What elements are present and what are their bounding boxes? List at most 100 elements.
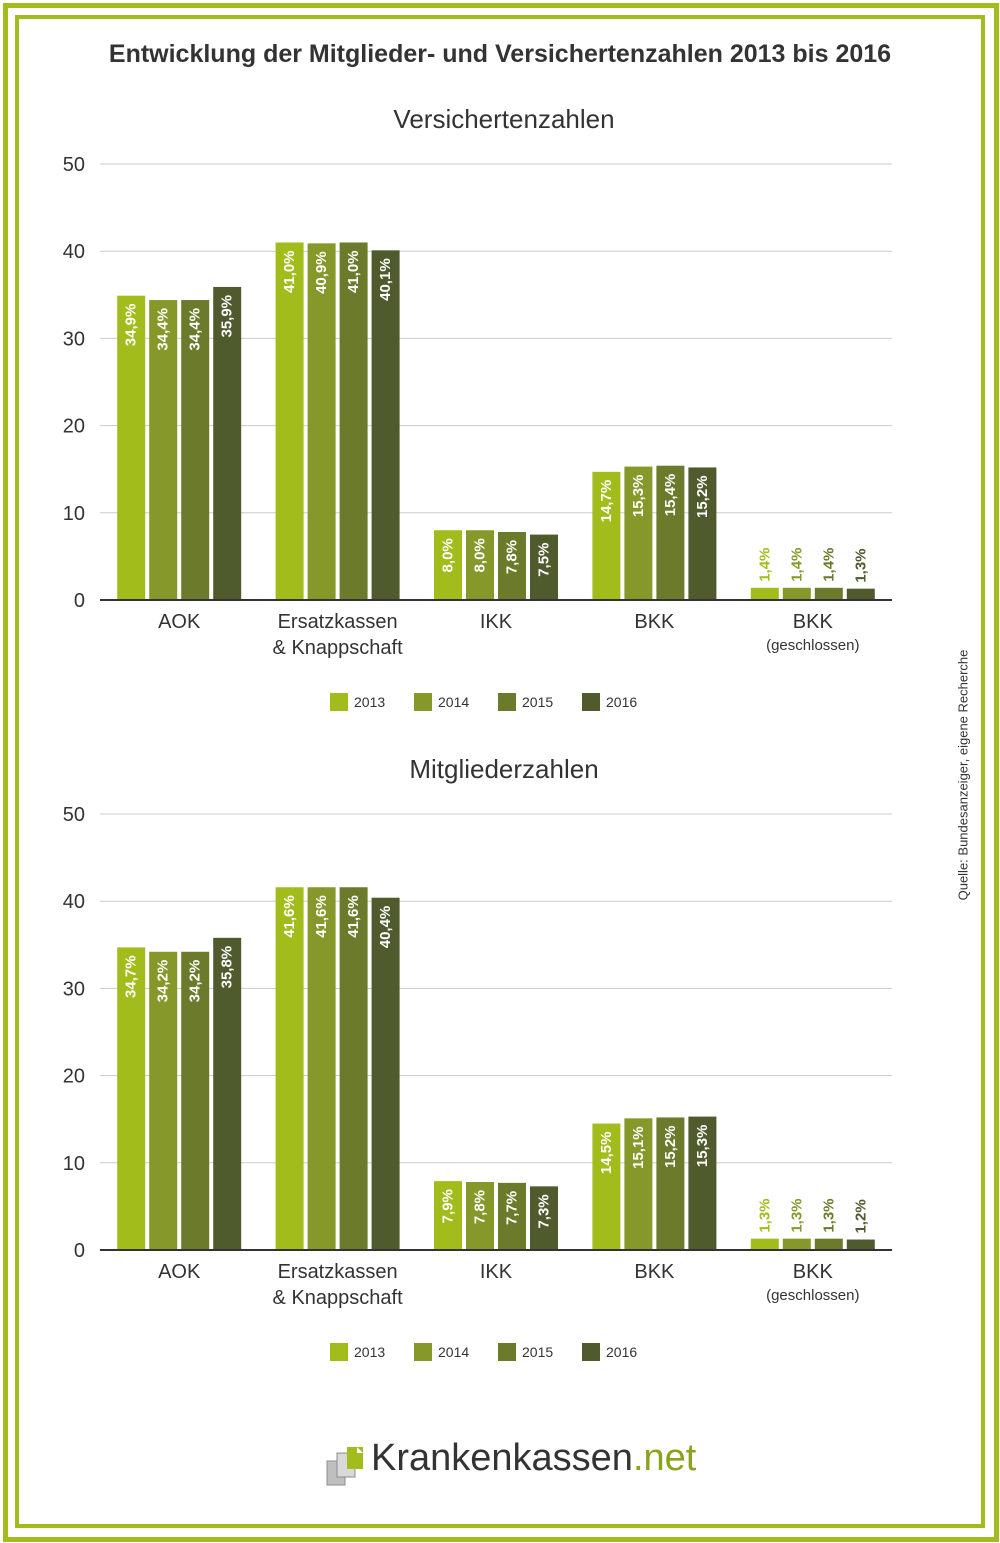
category-label: BKK (geschlossen) xyxy=(766,1261,859,1304)
data-label: 7,5% xyxy=(536,543,553,577)
bar xyxy=(117,947,146,1250)
bar xyxy=(434,1181,462,1250)
bar xyxy=(498,531,526,600)
bar xyxy=(530,534,558,600)
bar xyxy=(307,887,336,1250)
bar xyxy=(782,587,811,600)
bar xyxy=(149,300,178,600)
bar xyxy=(371,250,400,600)
y-tick-label: 30 xyxy=(63,978,85,1000)
legend-swatch xyxy=(582,1343,600,1361)
y-tick-label: 50 xyxy=(63,804,85,826)
category-label: IKK xyxy=(480,611,513,633)
category-label: IKK xyxy=(480,1261,513,1283)
data-label: 15,3% xyxy=(630,475,647,518)
category-label: Ersatzkassen & Knappschaft xyxy=(273,611,404,659)
y-tick-label: 50 xyxy=(63,154,85,176)
bar xyxy=(213,937,242,1250)
legend-label: 2014 xyxy=(438,694,469,710)
legend-swatch xyxy=(330,1343,348,1361)
bar xyxy=(688,1116,717,1250)
bar xyxy=(371,897,400,1250)
bar xyxy=(846,588,875,600)
bar xyxy=(814,587,843,600)
bar xyxy=(782,1238,811,1250)
data-label: 34,4% xyxy=(187,308,204,351)
chart-title: Mitgliederzahlen xyxy=(409,754,598,784)
legend-label: 2016 xyxy=(606,694,637,710)
data-label: 1,3% xyxy=(756,1198,773,1232)
chart-versichertenzahlen: Versichertenzahlen 0 10 20 30 40 50 34,9% 34,4% 3… xyxy=(63,104,892,711)
category-label: BKK (geschlossen) xyxy=(766,611,859,654)
bar xyxy=(149,951,178,1250)
y-tick-label: 0 xyxy=(74,590,85,612)
data-label: 14,5% xyxy=(598,1132,615,1175)
data-label: 8,0% xyxy=(440,538,457,572)
bar xyxy=(466,530,494,600)
data-label: 1,2% xyxy=(852,1199,869,1233)
category-label: Ersatzkassen & Knappschaft xyxy=(273,1261,404,1309)
data-label: 7,7% xyxy=(504,1191,521,1225)
legend-label: 2013 xyxy=(354,1344,385,1360)
logo-text: Krankenkassen.net xyxy=(371,1437,696,1480)
legend-swatch xyxy=(498,1343,516,1361)
data-label: 41,0% xyxy=(281,250,298,293)
documents-icon xyxy=(326,1447,363,1486)
data-label: 41,0% xyxy=(345,250,362,293)
data-label: 35,9% xyxy=(219,295,236,338)
data-label: 34,2% xyxy=(155,960,172,1003)
bar xyxy=(656,1117,685,1250)
legend-swatch xyxy=(330,693,348,711)
y-tick-label: 30 xyxy=(63,328,85,350)
legend-swatch xyxy=(582,693,600,711)
data-label: 40,4% xyxy=(377,906,394,949)
main-title: Entwicklung der Mitglieder- und Versiche… xyxy=(108,40,892,68)
bar xyxy=(434,530,462,600)
data-label: 1,3% xyxy=(788,1198,805,1232)
bar xyxy=(592,471,621,600)
data-label: 1,4% xyxy=(820,548,837,582)
bar xyxy=(181,951,210,1250)
bar xyxy=(688,467,717,600)
data-label: 1,3% xyxy=(852,548,869,582)
data-label: 15,2% xyxy=(662,1125,679,1168)
legend-label: 2014 xyxy=(438,1344,469,1360)
bar xyxy=(624,1118,653,1250)
data-label: 14,7% xyxy=(598,480,615,523)
legend-swatch xyxy=(414,1343,432,1361)
bar xyxy=(592,1123,621,1250)
y-tick-label: 10 xyxy=(63,1153,85,1175)
data-label: 1,4% xyxy=(788,548,805,582)
bar xyxy=(339,887,368,1250)
bar xyxy=(624,466,653,600)
data-label: 7,9% xyxy=(440,1189,457,1223)
data-label: 7,8% xyxy=(472,1190,489,1224)
bar xyxy=(117,295,146,600)
logo-tld: .net xyxy=(632,1437,697,1479)
chart-title: Versichertenzahlen xyxy=(393,104,614,134)
bar xyxy=(656,465,685,600)
data-label: 40,1% xyxy=(377,258,394,301)
bar xyxy=(307,243,336,601)
bar xyxy=(275,887,304,1250)
data-label: 41,6% xyxy=(345,895,362,938)
bar xyxy=(498,1182,526,1250)
bar xyxy=(466,1181,494,1250)
data-label: 7,3% xyxy=(536,1194,553,1228)
bar xyxy=(213,286,242,600)
bar xyxy=(814,1238,843,1250)
inner-frame xyxy=(15,15,985,1528)
logo-name: Krankenkassen xyxy=(371,1437,633,1479)
legend-label: 2013 xyxy=(354,694,385,710)
chart-mitgliederzahlen: Mitgliederzahlen 0 10 20 30 40 50 34,7% 34,2% 34,… xyxy=(63,754,892,1361)
y-tick-label: 20 xyxy=(63,416,85,438)
outer-frame xyxy=(3,3,999,1542)
data-label: 15,4% xyxy=(662,474,679,517)
data-label: 15,2% xyxy=(694,475,711,518)
data-label: 15,3% xyxy=(694,1125,711,1168)
y-tick-label: 40 xyxy=(63,241,85,263)
legend-swatch xyxy=(498,693,516,711)
data-label: 15,1% xyxy=(630,1126,647,1169)
data-label: 34,4% xyxy=(155,308,172,351)
category-label: BKK xyxy=(634,1261,675,1283)
